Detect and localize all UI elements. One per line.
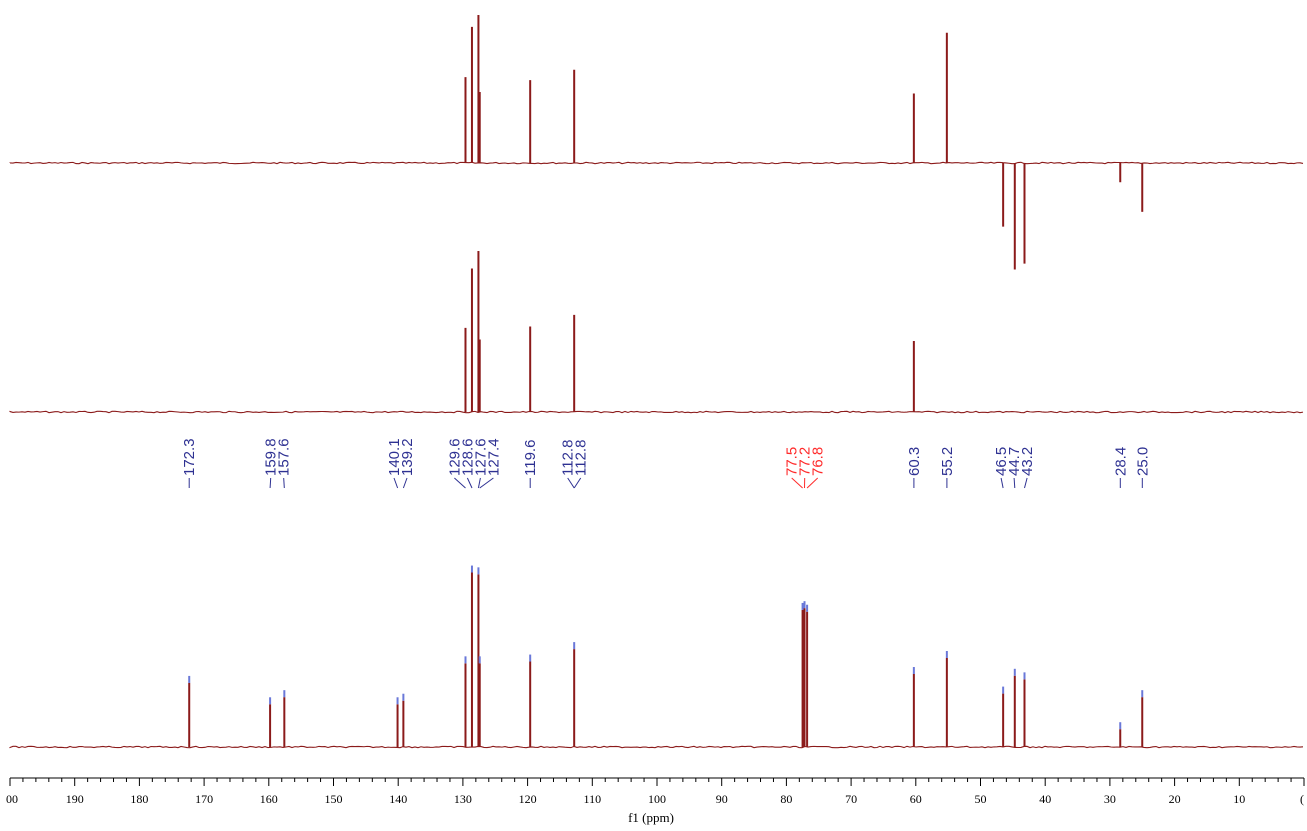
baseline-trace <box>9 745 1304 749</box>
x-tick-label: 180 <box>130 792 148 806</box>
peak-label: 25.0 <box>1134 447 1151 476</box>
peak-label-connector <box>806 477 819 489</box>
peak-label-connector <box>477 477 481 489</box>
peak-label-connector <box>269 477 272 489</box>
baseline-trace <box>9 161 1304 165</box>
peak-label: 157.6 <box>276 438 293 476</box>
peak-label-connector <box>573 477 582 489</box>
peak-label: 76.8 <box>810 447 827 476</box>
x-axis-title: f1 (ppm) <box>628 810 674 825</box>
peak-label-connector <box>479 477 494 489</box>
x-tick-label: ( <box>1300 792 1304 806</box>
baseline-trace <box>9 410 1304 414</box>
peak-label: 140.1 <box>386 438 403 476</box>
peak-label-connector <box>1024 477 1028 489</box>
peak-label: 60.3 <box>906 447 923 476</box>
x-tick-label: 140 <box>389 792 407 806</box>
peak-label: 44.7 <box>1006 447 1023 476</box>
x-tick-label: 10 <box>1233 792 1245 806</box>
spectrum-traces <box>9 15 1304 749</box>
x-tick-label: 50 <box>975 792 987 806</box>
x-tick-label: 110 <box>584 792 602 806</box>
x-tick-label: 60 <box>910 792 922 806</box>
peak-label: 112.8 <box>560 440 577 476</box>
x-tick-label: 30 <box>1104 792 1116 806</box>
x-axis: 00 190 180 170 160 150 140 130 120 110 100 90 80 70 60… <box>6 777 1305 806</box>
peak-label: 46.5 <box>993 447 1010 476</box>
x-tick-label: 80 <box>780 792 792 806</box>
x-tick-label: 20 <box>1169 792 1181 806</box>
peak-label-connector <box>402 477 408 489</box>
peak-label: 127.4 <box>485 438 502 476</box>
x-tick-label: 90 <box>716 792 728 806</box>
peak-label: 55.2 <box>939 447 956 476</box>
peak-label: 28.4 <box>1112 447 1129 476</box>
x-tick-label: 100 <box>648 792 666 806</box>
peak-label: 77.2 <box>797 447 814 476</box>
x-tick-label: 00 <box>6 792 18 806</box>
peak-label: 77.5 <box>784 447 801 476</box>
peak-label: 172.3 <box>181 438 198 476</box>
peak-label: 119.6 <box>522 440 539 476</box>
peak-label-connector <box>466 477 473 489</box>
peak-label-connector <box>791 477 803 489</box>
peak-label: 159.8 <box>263 438 280 476</box>
peak-label-connector <box>283 477 285 489</box>
x-tick-label: 170 <box>195 792 213 806</box>
peak-label-connector <box>567 477 575 489</box>
peak-label-connector <box>454 477 466 489</box>
x-tick-label: 150 <box>325 792 343 806</box>
x-tick-label: 70 <box>845 792 857 806</box>
x-tick-label: 130 <box>454 792 472 806</box>
x-tick-label: 190 <box>66 792 84 806</box>
peak-label: 139.2 <box>399 438 416 476</box>
peak-label: 129.6 <box>446 438 463 476</box>
x-tick-label: 160 <box>260 792 278 806</box>
x-tick-label: 40 <box>1039 792 1051 806</box>
peak-label-connector <box>1000 477 1004 489</box>
peak-label: 128.6 <box>459 438 476 476</box>
peak-label-connector <box>393 477 399 489</box>
x-tick-label: 120 <box>519 792 537 806</box>
peak-label: 127.6 <box>472 438 489 476</box>
peak-label: 43.2 <box>1019 447 1036 476</box>
peak-label: 112.8 <box>573 440 590 476</box>
peak-label-connector <box>1013 477 1016 489</box>
